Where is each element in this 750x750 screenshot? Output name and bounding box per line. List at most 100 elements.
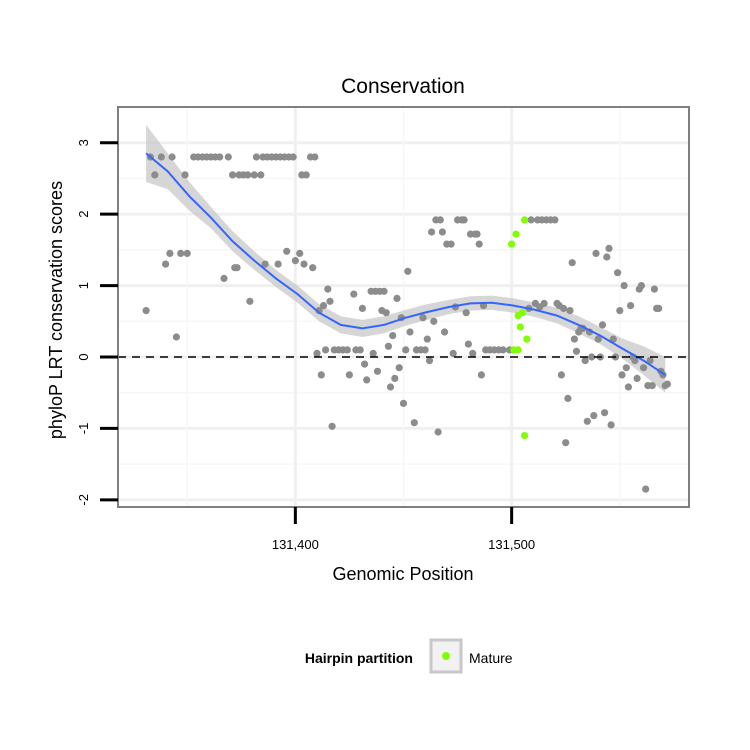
data-point: [622, 364, 630, 372]
data-point: [609, 335, 617, 343]
data-point: [172, 333, 180, 341]
data-point: [220, 274, 228, 282]
data-point: [436, 216, 444, 224]
data-point: [309, 264, 317, 272]
data-point: [168, 153, 176, 161]
data-point: [257, 171, 265, 179]
y-tick-label: 1: [76, 282, 91, 289]
data-point: [233, 264, 241, 272]
data-point: [562, 439, 570, 447]
mature-point: [518, 309, 527, 317]
data-point: [246, 297, 254, 305]
data-point: [618, 371, 626, 379]
data-point: [434, 428, 442, 436]
data-point: [430, 317, 438, 325]
data-point: [627, 302, 635, 310]
data-point: [616, 307, 624, 315]
data-point: [369, 349, 377, 357]
data-point: [449, 349, 457, 357]
data-point: [380, 287, 388, 295]
data-point: [557, 371, 566, 379]
data-point: [317, 371, 325, 379]
x-axis: 131,400 131,500: [272, 507, 535, 552]
data-point: [650, 285, 659, 293]
data-point: [384, 342, 392, 350]
data-point: [614, 269, 622, 277]
data-point: [373, 367, 382, 375]
smooth-line: [145, 152, 666, 376]
legend-title: Hairpin partition: [305, 650, 413, 666]
data-point: [469, 349, 477, 357]
data-point: [313, 349, 321, 357]
data-point: [603, 253, 611, 261]
data-point: [183, 249, 191, 257]
data-point: [425, 357, 434, 365]
data-point: [252, 153, 260, 161]
data-point: [177, 249, 185, 257]
data-point: [624, 383, 633, 391]
legend-label-mature: Mature: [469, 650, 513, 666]
x-axis-title: Genomic Position: [332, 564, 473, 584]
data-point: [406, 328, 414, 336]
data-point: [640, 364, 648, 372]
data-point: [438, 228, 446, 236]
data-point: [319, 302, 328, 310]
mature-point: [523, 335, 531, 343]
data-point: [607, 421, 615, 429]
data-point: [142, 307, 150, 315]
data-point: [655, 304, 663, 312]
data-point: [590, 412, 598, 420]
plot-frame: [117, 106, 690, 508]
data-point: [261, 260, 269, 268]
y-tick-label: -2: [76, 494, 91, 506]
data-point: [250, 171, 258, 179]
data-point: [395, 364, 403, 372]
data-point: [560, 304, 568, 312]
data-point: [151, 171, 159, 179]
mature-point: [521, 432, 529, 440]
confidence-band: [146, 124, 666, 393]
chart-title: Conservation: [341, 75, 465, 98]
y-tick-label: -1: [76, 423, 91, 435]
data-point: [244, 171, 252, 179]
data-point: [229, 171, 237, 179]
x-tick-label: 131,500: [488, 537, 535, 552]
data-point: [646, 357, 654, 365]
x-tick-label: 131,400: [272, 537, 319, 552]
data-point: [283, 247, 291, 255]
data-point: [568, 259, 576, 267]
data-point: [601, 409, 609, 417]
data-point: [583, 417, 591, 425]
data-point: [166, 249, 174, 257]
data-point: [345, 371, 353, 379]
data-point: [473, 230, 481, 238]
data-point: [421, 346, 429, 354]
data-point: [162, 260, 170, 268]
data-point: [475, 240, 483, 248]
plot-border: [117, 106, 690, 508]
data-point: [566, 307, 574, 315]
data-point: [302, 171, 310, 179]
data-point: [216, 153, 224, 161]
data-point: [382, 309, 390, 317]
y-axis: -2 -1 0 1 2 3: [76, 139, 118, 506]
data-point: [389, 332, 397, 340]
data-point: [637, 282, 646, 290]
data-point: [350, 290, 358, 298]
legend-key-mature-dot: [442, 652, 450, 660]
mature-point: [516, 323, 524, 331]
data-point: [477, 371, 485, 379]
data-point: [598, 321, 607, 329]
data-point: [399, 399, 408, 407]
data-point: [605, 244, 613, 252]
data-point: [464, 340, 472, 348]
data-point: [663, 380, 672, 388]
data-point: [572, 347, 581, 355]
data-point: [581, 357, 589, 365]
data-point: [324, 285, 332, 293]
data-point: [296, 249, 304, 257]
data-point: [648, 382, 656, 390]
data-point: [404, 267, 412, 275]
data-point: [540, 299, 548, 307]
